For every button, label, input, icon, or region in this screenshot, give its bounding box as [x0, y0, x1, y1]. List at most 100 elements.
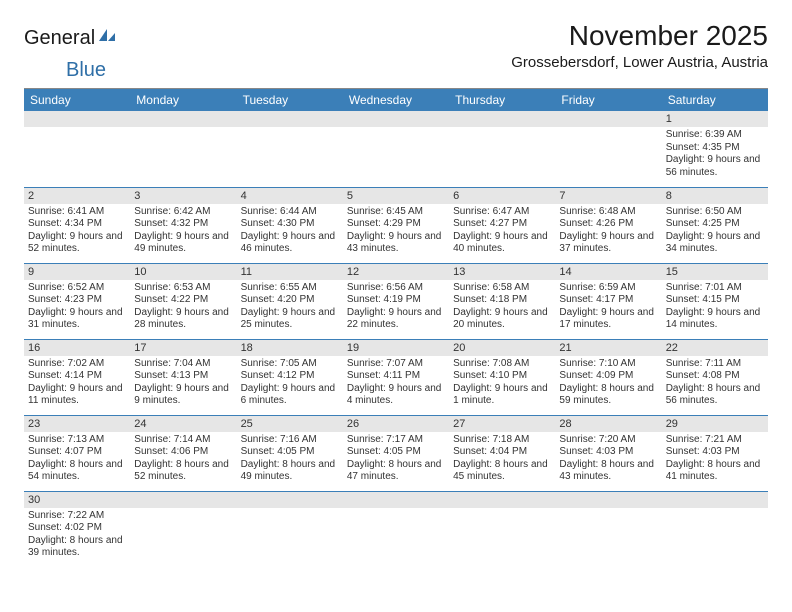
- calendar-day-cell: 6Sunrise: 6:47 AMSunset: 4:27 PMDaylight…: [449, 187, 555, 263]
- day-number: 6: [449, 188, 555, 204]
- daylight-text: Daylight: 8 hours and 59 minutes.: [559, 383, 657, 408]
- day-detail: Sunrise: 7:11 AMSunset: 4:08 PMDaylight:…: [662, 356, 768, 412]
- daylight-text: Daylight: 8 hours and 52 minutes.: [134, 459, 232, 484]
- day-detail: [555, 508, 661, 514]
- day-number: 2: [24, 188, 130, 204]
- day-number: 3: [130, 188, 236, 204]
- daylight-text: Daylight: 8 hours and 54 minutes.: [28, 459, 126, 484]
- logo-text-general: General: [24, 27, 95, 50]
- day-number: [555, 492, 661, 508]
- day-number: [130, 492, 236, 508]
- sunset-text: Sunset: 4:11 PM: [347, 370, 445, 383]
- daylight-text: Daylight: 9 hours and 56 minutes.: [666, 154, 764, 179]
- daylight-text: Daylight: 9 hours and 20 minutes.: [453, 307, 551, 332]
- day-number: [24, 111, 130, 127]
- day-detail: [555, 127, 661, 133]
- day-detail: Sunrise: 7:04 AMSunset: 4:13 PMDaylight:…: [130, 356, 236, 412]
- sunset-text: Sunset: 4:19 PM: [347, 294, 445, 307]
- sunset-text: Sunset: 4:03 PM: [559, 446, 657, 459]
- calendar-day-cell: [24, 111, 130, 187]
- day-number: 16: [24, 340, 130, 356]
- sunrise-text: Sunrise: 6:56 AM: [347, 282, 445, 295]
- day-number: 19: [343, 340, 449, 356]
- daylight-text: Daylight: 9 hours and 14 minutes.: [666, 307, 764, 332]
- daylight-text: Daylight: 9 hours and 31 minutes.: [28, 307, 126, 332]
- day-number: 5: [343, 188, 449, 204]
- daylight-text: Daylight: 9 hours and 34 minutes.: [666, 231, 764, 256]
- sunset-text: Sunset: 4:27 PM: [453, 218, 551, 231]
- day-detail: [237, 508, 343, 514]
- day-number: 18: [237, 340, 343, 356]
- sunrise-text: Sunrise: 6:45 AM: [347, 206, 445, 219]
- calendar-day-cell: 11Sunrise: 6:55 AMSunset: 4:20 PMDayligh…: [237, 263, 343, 339]
- calendar-day-cell: [555, 491, 661, 567]
- calendar-week-row: 2Sunrise: 6:41 AMSunset: 4:34 PMDaylight…: [24, 187, 768, 263]
- day-number: 12: [343, 264, 449, 280]
- day-number: 25: [237, 416, 343, 432]
- day-detail: Sunrise: 6:47 AMSunset: 4:27 PMDaylight:…: [449, 204, 555, 260]
- sunrise-text: Sunrise: 6:39 AM: [666, 129, 764, 142]
- sunset-text: Sunset: 4:32 PM: [134, 218, 232, 231]
- calendar-day-cell: [237, 111, 343, 187]
- day-detail: [237, 127, 343, 133]
- day-detail: Sunrise: 7:08 AMSunset: 4:10 PMDaylight:…: [449, 356, 555, 412]
- calendar-day-cell: 29Sunrise: 7:21 AMSunset: 4:03 PMDayligh…: [662, 415, 768, 491]
- sunset-text: Sunset: 4:03 PM: [666, 446, 764, 459]
- day-detail: Sunrise: 7:01 AMSunset: 4:15 PMDaylight:…: [662, 280, 768, 336]
- sunrise-text: Sunrise: 7:01 AM: [666, 282, 764, 295]
- calendar-day-cell: 26Sunrise: 7:17 AMSunset: 4:05 PMDayligh…: [343, 415, 449, 491]
- day-number: 15: [662, 264, 768, 280]
- calendar-day-cell: 21Sunrise: 7:10 AMSunset: 4:09 PMDayligh…: [555, 339, 661, 415]
- day-detail: Sunrise: 6:50 AMSunset: 4:25 PMDaylight:…: [662, 204, 768, 260]
- logo: General: [24, 26, 117, 51]
- day-detail: Sunrise: 6:59 AMSunset: 4:17 PMDaylight:…: [555, 280, 661, 336]
- calendar-day-cell: [449, 111, 555, 187]
- calendar-day-cell: [449, 491, 555, 567]
- day-number: 14: [555, 264, 661, 280]
- calendar-day-cell: 25Sunrise: 7:16 AMSunset: 4:05 PMDayligh…: [237, 415, 343, 491]
- day-number: 10: [130, 264, 236, 280]
- day-number: 17: [130, 340, 236, 356]
- sunrise-text: Sunrise: 7:20 AM: [559, 434, 657, 447]
- day-detail: Sunrise: 7:13 AMSunset: 4:07 PMDaylight:…: [24, 432, 130, 488]
- calendar-day-cell: 16Sunrise: 7:02 AMSunset: 4:14 PMDayligh…: [24, 339, 130, 415]
- sunset-text: Sunset: 4:22 PM: [134, 294, 232, 307]
- day-number: [343, 492, 449, 508]
- day-number: [343, 111, 449, 127]
- sunset-text: Sunset: 4:08 PM: [666, 370, 764, 383]
- calendar-day-cell: 10Sunrise: 6:53 AMSunset: 4:22 PMDayligh…: [130, 263, 236, 339]
- day-detail: Sunrise: 6:52 AMSunset: 4:23 PMDaylight:…: [24, 280, 130, 336]
- sunrise-text: Sunrise: 7:11 AM: [666, 358, 764, 371]
- calendar-day-cell: [343, 111, 449, 187]
- daylight-text: Daylight: 9 hours and 17 minutes.: [559, 307, 657, 332]
- day-detail: Sunrise: 7:02 AMSunset: 4:14 PMDaylight:…: [24, 356, 130, 412]
- day-number: 7: [555, 188, 661, 204]
- sunrise-text: Sunrise: 7:16 AM: [241, 434, 339, 447]
- calendar-page: General November 2025 Grossebersdorf, Lo…: [0, 0, 792, 587]
- sunrise-text: Sunrise: 6:41 AM: [28, 206, 126, 219]
- day-number: 28: [555, 416, 661, 432]
- calendar-body: 1Sunrise: 6:39 AMSunset: 4:35 PMDaylight…: [24, 111, 768, 567]
- day-number: 13: [449, 264, 555, 280]
- sunset-text: Sunset: 4:14 PM: [28, 370, 126, 383]
- calendar-day-cell: [343, 491, 449, 567]
- calendar-day-cell: 24Sunrise: 7:14 AMSunset: 4:06 PMDayligh…: [130, 415, 236, 491]
- calendar-day-cell: 8Sunrise: 6:50 AMSunset: 4:25 PMDaylight…: [662, 187, 768, 263]
- calendar-day-cell: 2Sunrise: 6:41 AMSunset: 4:34 PMDaylight…: [24, 187, 130, 263]
- sunrise-text: Sunrise: 7:05 AM: [241, 358, 339, 371]
- daylight-text: Daylight: 9 hours and 1 minute.: [453, 383, 551, 408]
- calendar-day-cell: 28Sunrise: 7:20 AMSunset: 4:03 PMDayligh…: [555, 415, 661, 491]
- daylight-text: Daylight: 8 hours and 39 minutes.: [28, 535, 126, 560]
- day-number: [130, 111, 236, 127]
- month-title: November 2025: [511, 20, 768, 52]
- daylight-text: Daylight: 9 hours and 28 minutes.: [134, 307, 232, 332]
- day-detail: Sunrise: 7:16 AMSunset: 4:05 PMDaylight:…: [237, 432, 343, 488]
- calendar-week-row: 9Sunrise: 6:52 AMSunset: 4:23 PMDaylight…: [24, 263, 768, 339]
- day-number: 27: [449, 416, 555, 432]
- sunset-text: Sunset: 4:09 PM: [559, 370, 657, 383]
- sunrise-text: Sunrise: 7:21 AM: [666, 434, 764, 447]
- day-detail: [449, 127, 555, 133]
- day-detail: Sunrise: 7:10 AMSunset: 4:09 PMDaylight:…: [555, 356, 661, 412]
- day-detail: Sunrise: 7:22 AMSunset: 4:02 PMDaylight:…: [24, 508, 130, 564]
- weekday-header: Saturday: [662, 89, 768, 111]
